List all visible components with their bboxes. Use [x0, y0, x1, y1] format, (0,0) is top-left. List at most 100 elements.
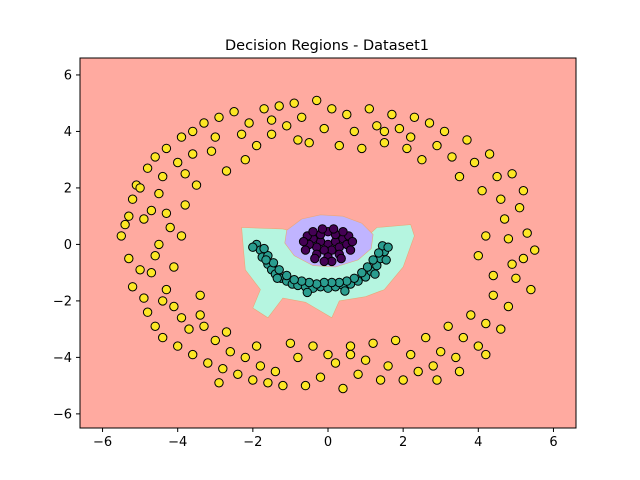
x-tick-label: −6	[93, 435, 112, 450]
point-series-0	[188, 349, 198, 360]
point-series-0	[169, 301, 179, 312]
x-tick-label: 0	[324, 435, 332, 450]
point-series-0	[368, 338, 378, 348]
point-series-2	[300, 245, 311, 255]
y-tick-label: 4	[64, 125, 72, 140]
point-series-0	[142, 163, 153, 173]
point-series-0	[518, 186, 529, 196]
y-tick-label: 6	[64, 68, 72, 83]
point-series-0	[409, 112, 420, 123]
point-series-0	[266, 115, 277, 125]
point-series-0	[526, 284, 536, 295]
point-series-0	[379, 126, 390, 137]
point-series-0	[387, 109, 397, 120]
point-series-0	[161, 284, 172, 295]
point-series-0	[481, 318, 491, 329]
point-series-0	[248, 375, 258, 385]
point-series-0	[116, 231, 127, 241]
point-series-0	[146, 205, 157, 216]
x-axis: −6 −4 −2 0 2 4 6	[93, 428, 558, 450]
point-series-1	[274, 265, 284, 275]
point-series-1	[272, 273, 282, 283]
point-series-0	[229, 107, 239, 117]
point-series-0	[135, 183, 145, 193]
point-series-0	[199, 321, 209, 331]
point-series-0	[308, 341, 318, 351]
y-tick-label: 2	[64, 181, 72, 196]
point-series-0	[428, 361, 438, 371]
point-series-0	[349, 126, 359, 137]
point-series-0	[184, 324, 194, 334]
point-series-0	[274, 101, 284, 111]
point-series-0	[195, 290, 205, 300]
point-series-1	[297, 276, 307, 286]
point-series-0	[338, 383, 348, 394]
point-series-0	[293, 352, 303, 363]
plot-area	[79, 57, 577, 429]
point-series-0	[345, 341, 356, 351]
point-series-0	[176, 132, 187, 142]
point-series-1	[282, 270, 292, 281]
point-series-2	[308, 227, 318, 237]
point-series-0	[473, 341, 483, 351]
point-series-0	[251, 140, 262, 151]
point-series-0	[353, 369, 363, 379]
point-series-0	[158, 171, 168, 182]
point-series-0	[146, 268, 157, 278]
point-series-2	[319, 256, 329, 267]
point-series-0	[484, 149, 495, 159]
point-series-0	[154, 239, 164, 250]
point-series-0	[255, 361, 266, 371]
x-tick-label: 6	[549, 435, 557, 450]
point-series-0	[492, 171, 502, 182]
point-series-0	[169, 262, 179, 272]
point-series-0	[210, 335, 221, 346]
point-series-0	[454, 366, 465, 377]
point-series-0	[447, 152, 457, 162]
point-series-0	[439, 126, 450, 137]
point-series-0	[266, 129, 277, 140]
y-tick-label: −4	[53, 351, 72, 366]
point-series-0	[443, 321, 453, 331]
point-series-1	[383, 242, 393, 252]
point-series-0	[199, 118, 209, 128]
point-series-1	[302, 287, 312, 298]
point-series-1	[319, 277, 329, 288]
point-series-0	[289, 98, 299, 108]
point-series-0	[180, 200, 190, 210]
point-series-0	[263, 378, 273, 388]
point-series-0	[173, 157, 183, 168]
point-series-0	[158, 332, 168, 343]
point-series-0	[124, 253, 134, 264]
point-series-0	[432, 140, 442, 151]
point-series-1	[261, 255, 271, 265]
point-series-0	[372, 121, 382, 131]
point-series-0	[191, 180, 202, 190]
point-series-1	[362, 262, 373, 272]
y-tick-label: −2	[53, 294, 72, 309]
point-series-1	[304, 277, 314, 288]
point-series-0	[383, 361, 393, 371]
point-series-0	[514, 203, 525, 213]
point-series-0	[282, 121, 292, 131]
point-series-0	[345, 349, 356, 360]
point-series-0	[360, 355, 371, 365]
point-series-0	[221, 327, 232, 337]
point-series-0	[402, 143, 412, 154]
point-series-0	[477, 186, 487, 196]
point-series-0	[297, 112, 307, 123]
point-series-0	[188, 126, 198, 137]
point-series-1	[312, 279, 322, 289]
point-series-2	[298, 236, 309, 247]
point-series-0	[180, 169, 190, 179]
point-series-0	[432, 375, 442, 385]
x-tick-label: −4	[168, 435, 187, 450]
point-series-0	[375, 375, 386, 385]
point-series-2	[345, 245, 356, 255]
point-series-0	[161, 143, 172, 154]
point-series-0	[530, 245, 540, 255]
point-series-0	[127, 194, 138, 204]
point-series-0	[124, 211, 134, 221]
point-series-0	[424, 118, 435, 128]
